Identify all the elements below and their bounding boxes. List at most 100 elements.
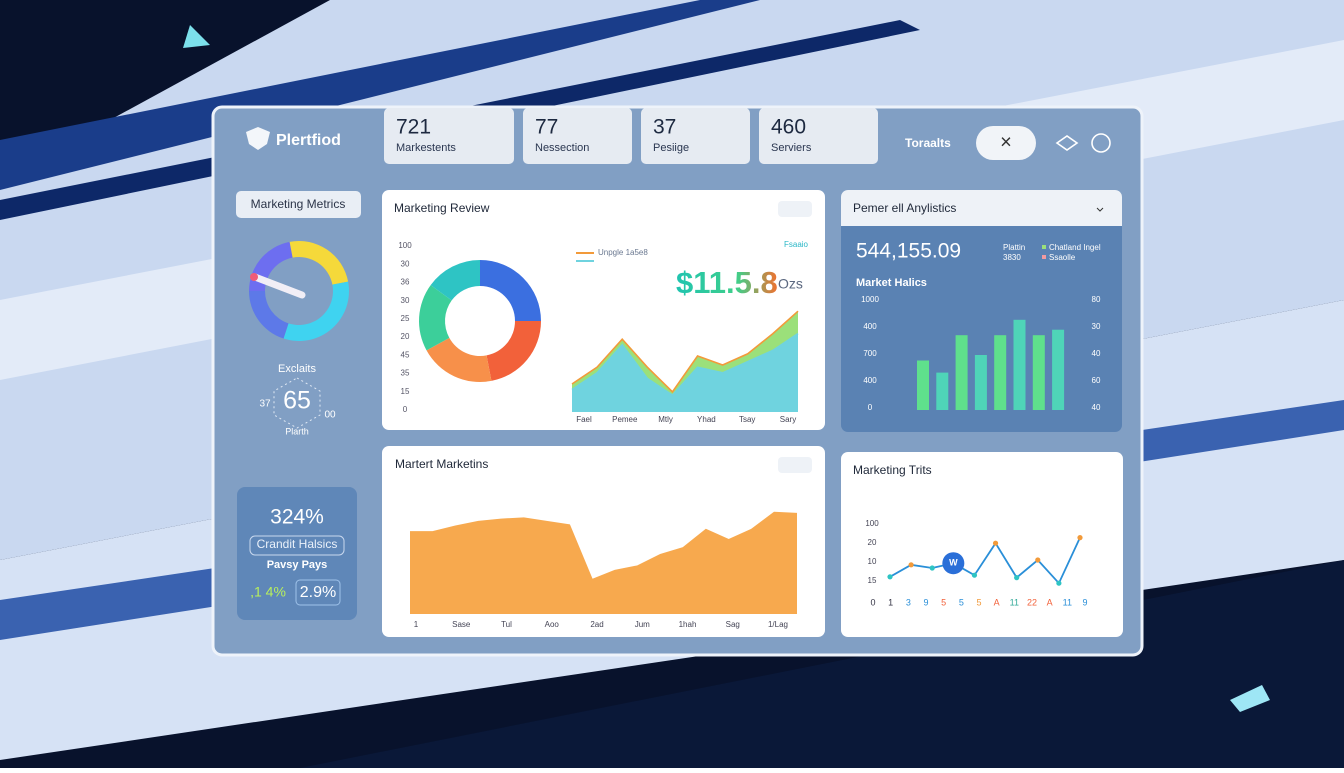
big-number: 65 [283,387,311,415]
delta: ,1 4% [250,584,286,600]
pie-slice [418,285,452,351]
stat-label: Pesiige [653,142,689,154]
stat-value: 721 [396,116,431,139]
kpi-card [237,487,357,620]
bar [974,355,987,410]
label: Plarth [285,426,309,436]
button-label: Marketing Metrics [251,197,346,211]
bg-triangle [183,25,210,48]
analytics-header [841,190,1122,226]
y2-tick-label: 40 [1092,403,1101,412]
point [971,572,978,578]
line [889,537,1081,585]
icon[interactable] [1055,135,1079,151]
legend-swatch [1042,255,1046,259]
area-line [571,332,799,397]
stat-value: 460 [771,116,806,139]
x-tick-label: 5 [941,597,946,607]
badge-label: Crandit Halsics [257,537,338,551]
point [942,552,965,575]
stat-card [759,108,878,164]
badge [249,535,345,556]
panel-icon[interactable] [778,201,812,217]
icon[interactable] [1091,133,1111,153]
x-tick-label: 1 [888,597,893,607]
label: 00 [324,410,336,421]
y-tick-label: 45 [401,350,410,359]
x-tick-label: 1hah [679,620,697,629]
panel-title: Martert Marketins [395,457,488,471]
y-tick-label: 100 [865,519,879,528]
y-tick-label: 35 [401,369,410,378]
x-tick-label: A [1047,597,1053,607]
y2-tick-label: 60 [1092,376,1101,385]
brand-name: Plertfiod [276,132,341,149]
stat-label: Markestents [396,142,456,154]
y-tick-label: 20 [401,332,410,341]
panel-icon[interactable] [778,457,812,473]
point [1077,535,1083,541]
area-line [571,310,799,394]
close-button[interactable] [976,126,1036,160]
y-tick-label: 15 [868,576,877,585]
x-tick-label: Jum [635,620,650,629]
area [410,512,797,614]
bar [917,360,929,410]
y-tick-label: 30 [401,259,410,268]
bar [955,335,968,410]
x-tick-label: 22 [1027,597,1037,607]
kpi-value: 324% [270,506,324,529]
y-tick-label: 100 [398,241,412,250]
panel-title: Marketing Trits [853,463,932,477]
x-tick-label: 1 [414,620,419,629]
area-line [410,511,798,581]
panel-title: Pemer ell Anylistics [853,201,956,215]
legend-label: Chatland Ingel [1049,243,1101,252]
bg-stripe [0,0,760,190]
y-tick-label: 0 [868,403,873,412]
y-tick-label: 1000 [861,295,879,304]
x-tick-label: 11 [1010,597,1019,607]
stat-card [384,108,514,164]
pie-slice [289,240,349,285]
y-tick-label: 0 [403,405,408,414]
legend-label: Plattin [1003,243,1025,252]
point [1035,557,1041,563]
y-tick-label: 15 [401,387,410,396]
pie-slice [283,281,349,341]
y-tick-label: 30 [401,296,410,305]
x-tick-label: 5 [976,597,981,607]
y-tick-label: 25 [401,314,410,323]
legend-label: Ssaolle [1049,253,1076,262]
stat-card [641,108,750,164]
point [1056,580,1062,586]
legend-label: Unpgle 1a5e8 [598,248,648,257]
metrics-button[interactable] [236,191,361,218]
x-tick-label: Fael [576,415,592,424]
label: Pavsy Pays [267,559,328,571]
x-tick-label: 0 [870,597,875,607]
stat-value: 77 [535,116,558,139]
bg-shape [1230,685,1270,712]
x-tick-label: Aoo [545,620,560,629]
delta: 2.9% [300,584,336,601]
big-number: $11.5.8 [676,265,778,300]
x-tick-label: Pemee [612,415,638,424]
x-tick-label: 5 [959,597,964,607]
bar [994,335,1007,410]
y-tick-label: 20 [868,538,877,547]
pie-slice [249,291,289,339]
bar [1032,335,1045,410]
x-tick-label: Sase [452,620,471,629]
caption: Exclaits [278,363,316,375]
brand-logo [246,127,270,150]
pie-slice [426,337,492,382]
point [887,574,893,580]
pie-slice [480,260,541,321]
x-tick-label: 1/Lag [768,620,788,629]
big-number: 544,155.09 [856,240,961,263]
y2-tick-label: 80 [1092,295,1101,304]
legend-label: 3830 [1003,253,1021,262]
panel-title: Marketing Review [394,201,490,215]
